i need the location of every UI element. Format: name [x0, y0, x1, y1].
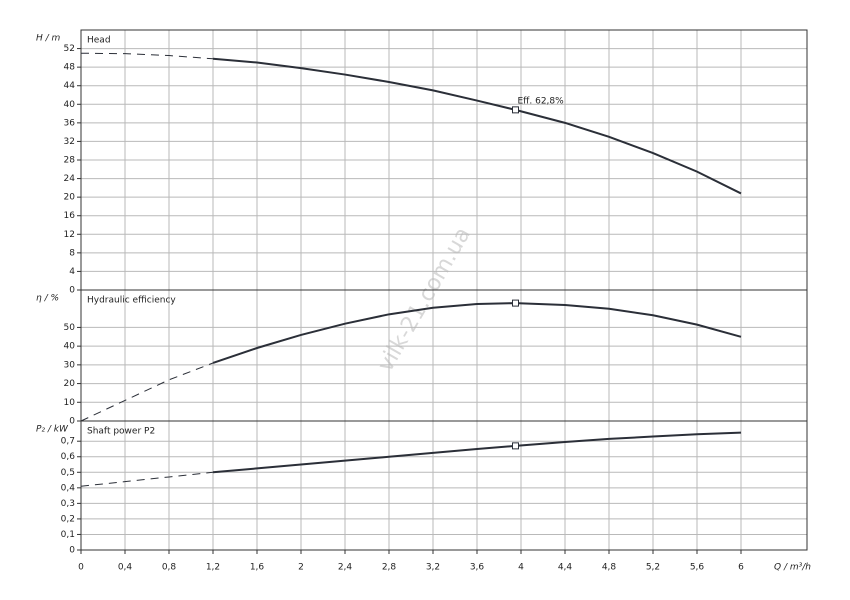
- y-tick-label: 0,5: [61, 468, 75, 478]
- x-tick-label: 3,6: [470, 563, 485, 573]
- x-tick-label: 4,8: [602, 563, 617, 573]
- x-tick-label: 0: [78, 563, 84, 573]
- curve: [80, 362, 214, 422]
- curve: [80, 471, 214, 487]
- panel-title: Head: [87, 36, 111, 46]
- y-tick-label: 32: [64, 137, 75, 147]
- y-tick-label: 20: [64, 379, 76, 389]
- y-axis-label: H / m: [36, 34, 61, 44]
- y-tick-label: 0,7: [61, 437, 75, 447]
- y-tick-label: 10: [64, 398, 76, 408]
- y-tick-label: 36: [64, 118, 76, 128]
- x-tick-label: 0,8: [162, 563, 177, 573]
- x-tick-label: 1,6: [250, 563, 265, 573]
- x-tick-label: 6: [738, 563, 744, 573]
- y-tick-label: 0: [69, 286, 75, 296]
- x-tick-label: 5,2: [646, 563, 660, 573]
- x-tick-label: 5,6: [690, 563, 705, 573]
- y-axis-label: η / %: [36, 294, 59, 304]
- y-tick-label: 20: [64, 193, 76, 203]
- y-tick-label: 12: [64, 230, 75, 240]
- y-tick-label: 0,1: [61, 530, 75, 540]
- panel-title: Shaft power P2: [87, 427, 155, 437]
- y-tick-label: 0,2: [61, 514, 75, 524]
- y-tick-label: 40: [64, 342, 76, 352]
- x-tick-label: 1,2: [206, 563, 220, 573]
- y-tick-label: 50: [64, 323, 76, 333]
- x-tick-label: 2,4: [338, 563, 353, 573]
- y-tick-label: 48: [64, 63, 76, 73]
- y-tick-label: 52: [64, 44, 75, 54]
- panel-title: Hydraulic efficiency: [87, 296, 176, 306]
- y-tick-label: 40: [64, 100, 76, 110]
- y-tick-label: 44: [64, 81, 76, 91]
- y-tick-label: 28: [64, 156, 76, 166]
- y-tick-label: 24: [64, 174, 76, 184]
- y-tick-label: 0,6: [61, 452, 76, 462]
- x-axis-label: Q / m³/h: [774, 563, 811, 573]
- operating-point: [512, 299, 519, 307]
- x-tick-label: 2: [298, 563, 304, 573]
- y-tick-label: 0: [69, 546, 75, 556]
- panel-frame: [80, 420, 808, 551]
- curve: [80, 52, 214, 60]
- curve: [212, 431, 742, 474]
- curve: [212, 57, 742, 195]
- operating-point: [512, 442, 519, 450]
- x-tick-label: 4,4: [558, 563, 573, 573]
- x-tick-label: 3,2: [426, 563, 440, 573]
- y-axis-label: P₂ / kW: [36, 425, 69, 435]
- annotation: Eff. 62,8%: [518, 96, 565, 106]
- x-tick-label: 2,8: [382, 563, 397, 573]
- y-tick-label: 0: [69, 417, 75, 427]
- curve: [212, 302, 742, 364]
- x-tick-label: 0,4: [118, 563, 133, 573]
- x-tick-label: 4: [518, 563, 524, 573]
- operating-point: [512, 106, 519, 114]
- y-tick-label: 4: [69, 267, 75, 277]
- panel-frame: [80, 289, 808, 422]
- y-tick-label: 16: [64, 211, 76, 221]
- y-tick-label: 30: [64, 360, 76, 370]
- y-tick-label: 0,3: [61, 499, 75, 509]
- y-tick-label: 8: [69, 248, 75, 258]
- y-tick-label: 0,4: [61, 483, 76, 493]
